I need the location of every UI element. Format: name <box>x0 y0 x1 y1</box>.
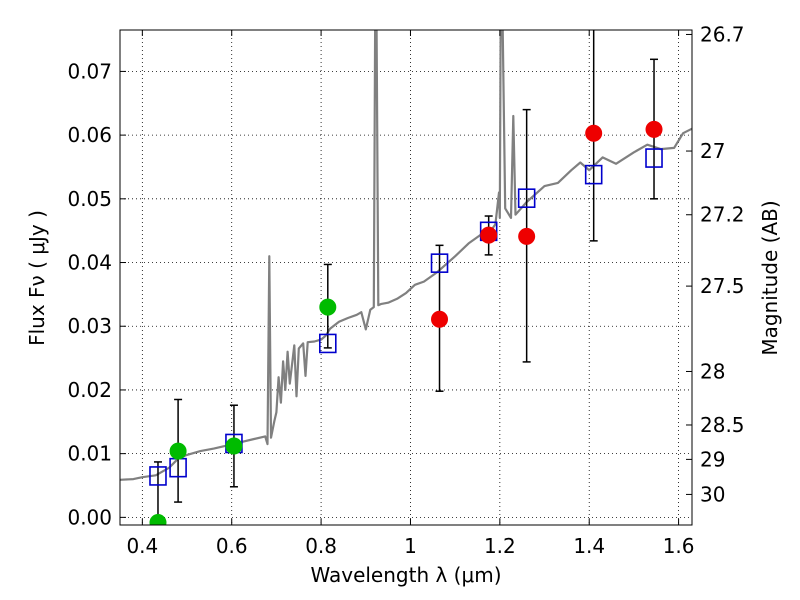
right-tick-label: 30 <box>700 482 725 506</box>
nir-point <box>431 310 449 328</box>
optical-point <box>149 513 167 525</box>
spectrum-line <box>120 30 692 481</box>
right-tick-label: 27 <box>700 139 725 163</box>
model-square <box>645 148 663 168</box>
y-tick-label: 0.04 <box>67 251 112 275</box>
optical-point <box>225 437 243 455</box>
y-tick-label: 0.07 <box>67 59 112 83</box>
x-axis-label: Wavelength λ (μm) <box>310 563 501 587</box>
right-axis-label: Magnitude (AB) <box>758 200 782 355</box>
nir-point <box>645 120 663 138</box>
x-tick-label: 0.4 <box>126 534 158 558</box>
plot-background <box>120 30 692 525</box>
right-tick-label: 27.5 <box>700 274 745 298</box>
right-tick-label: 27.2 <box>700 203 745 227</box>
model-square <box>149 466 167 486</box>
model-square <box>584 164 603 185</box>
x-tick-label: 1.2 <box>484 534 516 558</box>
optical-point <box>169 442 187 460</box>
plot-frame <box>119 29 693 526</box>
nir-point <box>518 227 536 245</box>
y-tick-label: 0.03 <box>67 314 112 338</box>
nir-point <box>585 124 603 142</box>
right-tick-label: 29 <box>700 447 725 471</box>
x-tick-label: 1 <box>404 534 417 558</box>
model-square <box>430 253 449 273</box>
optical-point <box>319 298 337 316</box>
markers <box>149 120 663 525</box>
nir-point <box>480 226 498 244</box>
x-tick-label: 1.6 <box>663 534 695 558</box>
right-tick-label: 28.5 <box>700 413 745 437</box>
right-tick-label: 28 <box>700 359 725 383</box>
y-tick-label: 0.02 <box>67 378 112 402</box>
y-tick-label: 0.00 <box>67 505 112 529</box>
grid <box>120 30 692 525</box>
right-tick-label: 26.7 <box>700 22 745 46</box>
x-tick-label: 0.8 <box>305 534 337 558</box>
y-tick-label: 0.01 <box>67 442 112 466</box>
x-tick-label: 1.4 <box>573 534 605 558</box>
y-axis-label: Flux Fν ( μJy ) <box>25 210 49 346</box>
model-square <box>517 188 536 208</box>
y-tick-label: 0.05 <box>67 187 112 211</box>
plot-area <box>120 30 692 525</box>
model-square <box>318 333 337 354</box>
axis-ticks: 0.4 0.6 0.8 1 1.2 1.4 1.6 0.00 0.01 0.02 0.03 0.04 0… <box>67 22 744 558</box>
x-tick-label: 0.6 <box>216 534 248 558</box>
y-tick-label: 0.06 <box>67 123 112 147</box>
